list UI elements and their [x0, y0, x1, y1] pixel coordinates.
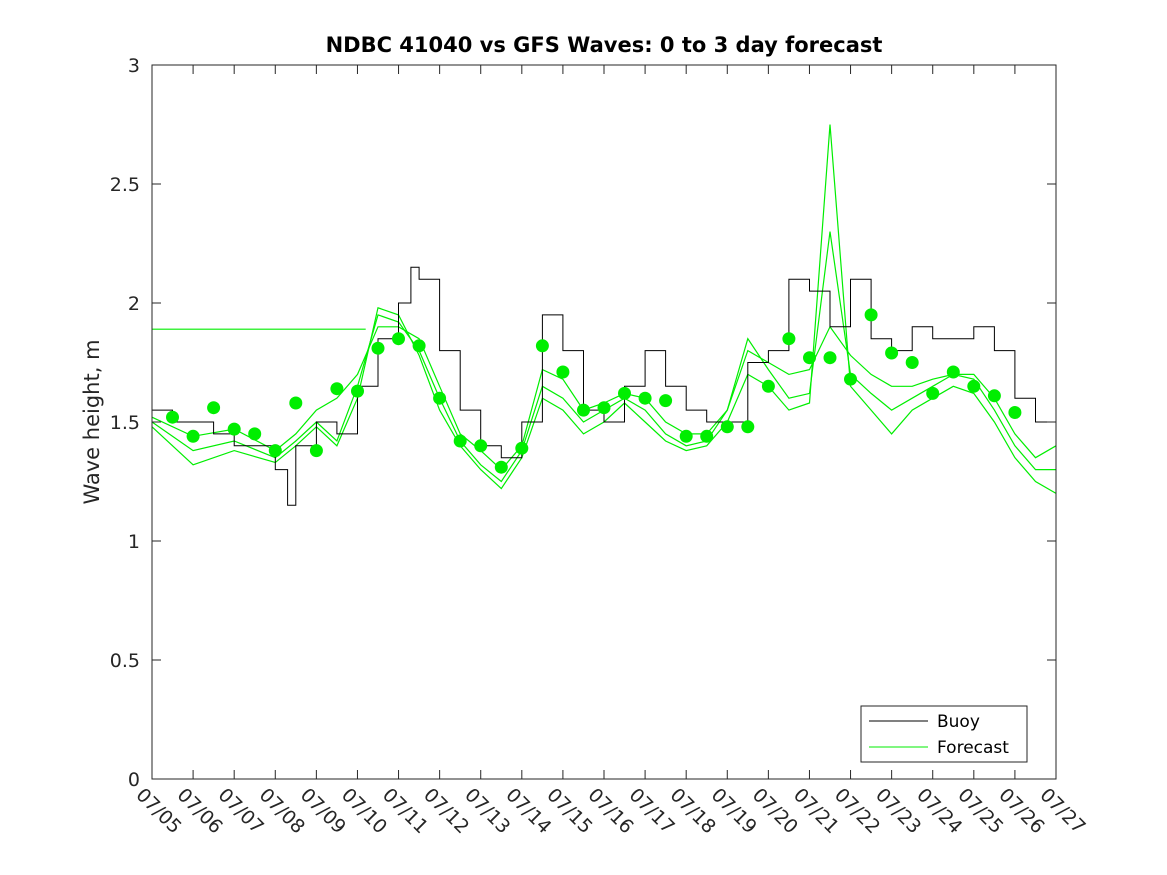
forecast-marker	[1008, 406, 1022, 419]
forecast-marker	[453, 434, 467, 448]
forecast-marker	[248, 427, 262, 441]
forecast-marker	[207, 401, 221, 415]
forecast-marker	[166, 410, 179, 424]
forecast-marker	[351, 384, 364, 398]
forecast-marker	[412, 339, 426, 353]
y-tick-label: 3	[128, 55, 140, 77]
forecast-marker	[371, 341, 385, 355]
forecast-marker	[987, 389, 1001, 403]
forecast-marker	[577, 403, 590, 417]
legend-forecast-label: Forecast	[937, 738, 1009, 758]
series-layer	[151, 124, 1057, 506]
y-tick-label: 2.5	[110, 174, 140, 196]
legend-buoy-label: Buoy	[937, 712, 980, 732]
forecast-line-2	[151, 124, 1057, 494]
forecast-marker	[946, 365, 960, 379]
forecast-marker	[761, 379, 775, 393]
forecast-marker	[864, 308, 878, 322]
forecast-marker	[720, 420, 734, 434]
forecast-marker	[700, 429, 714, 443]
forecast-marker	[597, 401, 611, 415]
forecast-marker	[905, 356, 919, 369]
forecast-marker	[803, 351, 816, 365]
forecast-marker	[556, 365, 570, 379]
forecast-marker	[433, 391, 447, 405]
forecast-marker	[289, 396, 303, 410]
y-axis-label: Wave height, m	[80, 339, 104, 504]
forecast-marker	[535, 339, 549, 353]
forecast-marker	[309, 444, 323, 458]
forecast-marker	[494, 460, 508, 474]
forecast-marker	[268, 444, 282, 458]
legend: Buoy Forecast	[860, 705, 1028, 763]
forecast-marker	[823, 351, 837, 365]
forecast-marker	[227, 422, 241, 436]
forecast-marker	[741, 420, 755, 434]
y-tick-label: 0.5	[110, 650, 140, 672]
forecast-marker	[885, 346, 899, 360]
forecast-marker	[926, 386, 940, 400]
forecast-marker	[967, 379, 981, 393]
forecast-marker	[638, 391, 652, 405]
forecast-line-0	[151, 325, 1057, 471]
forecast-marker	[330, 382, 344, 396]
forecast-marker	[474, 439, 488, 453]
forecast-marker	[782, 332, 796, 346]
forecast-marker	[186, 429, 200, 443]
forecast-marker	[515, 441, 529, 455]
forecast-marker	[679, 429, 693, 443]
y-tick-label: 2	[128, 293, 140, 315]
chart-title: NDBC 41040 vs GFS Waves: 0 to 3 day fore…	[326, 33, 883, 57]
forecast-marker	[659, 394, 673, 408]
forecast-marker	[844, 372, 857, 386]
y-tick-label: 1	[128, 531, 140, 553]
legend-box	[860, 705, 1028, 763]
y-tick-label: 0	[128, 769, 140, 791]
y-tick-label: 1.5	[110, 412, 140, 434]
forecast-marker	[392, 332, 405, 346]
forecast-marker	[618, 386, 631, 400]
